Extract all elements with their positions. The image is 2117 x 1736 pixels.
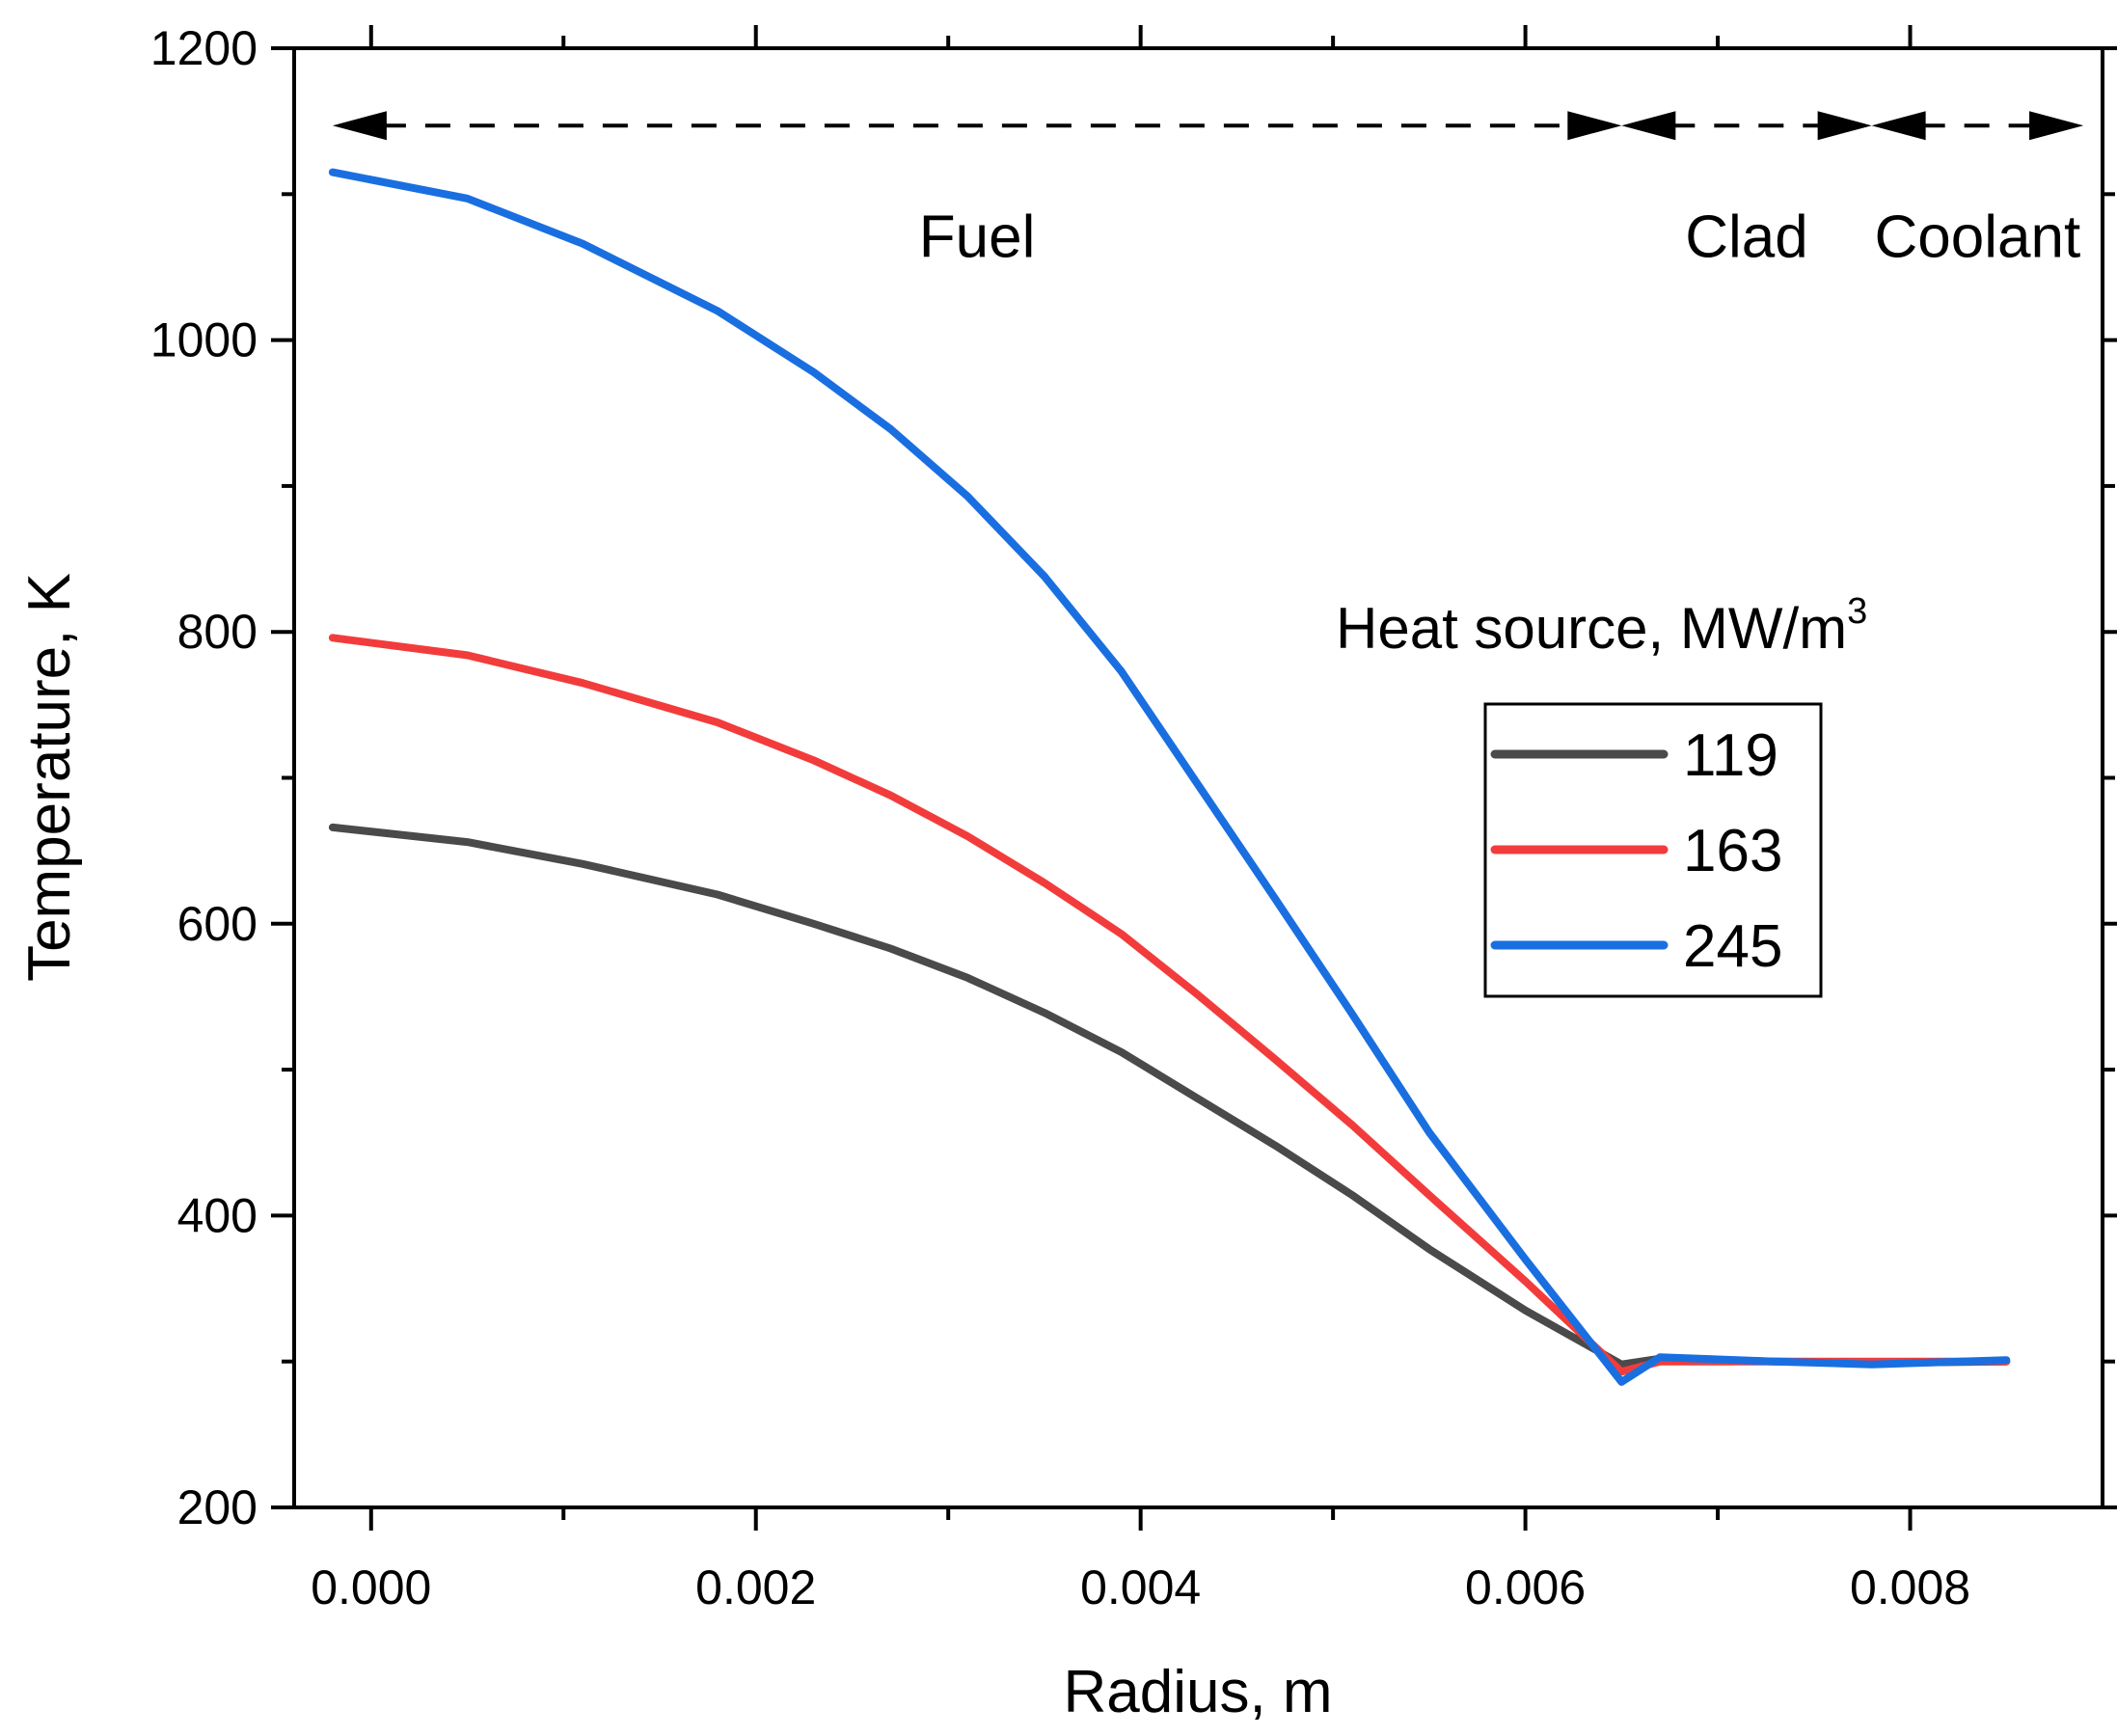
x-axis-title: Radius, m [1063,1659,1332,1725]
x-tick-label-0.006: 0.006 [1465,1560,1586,1614]
x-axis: 0.000 0.002 0.004 0.006 0.008 [311,25,1970,1614]
region-annotations: Fuel Clad Coolant [332,111,2084,270]
y-tick-label-400: 400 [177,1188,258,1242]
legend-label-119: 119 [1683,722,1778,789]
plot-area [292,46,2104,1509]
y-tick-label-1000: 1000 [150,313,258,367]
region-arrowhead-right-clad [1817,111,1872,141]
region-arrowhead-left-coolant [1871,111,1926,141]
y-tick-label-200: 200 [177,1480,258,1534]
region-arrowhead-left-fuel [332,111,387,141]
region-arrowhead-right-coolant [2029,111,2084,141]
plot-frame [292,46,2104,1509]
x-tick-label-0.008: 0.008 [1850,1560,1970,1614]
x-tick-label-0.004: 0.004 [1080,1560,1201,1614]
y-tick-label-1200: 1200 [150,21,258,75]
legend-label-245: 245 [1683,913,1782,980]
legend: Heat source, MW/m3 119 163 245 [1336,591,1867,998]
legend-items: 119 163 245 [1490,722,1782,980]
series-lines [328,168,2011,1386]
region-arrowhead-right-fuel [1567,111,1622,141]
region-label-clad: Clad [1685,203,1808,270]
x-tick-label-0.002: 0.002 [695,1560,816,1614]
y-axis-title: Temperature, K [16,573,83,982]
region-arrowhead-left-clad [1621,111,1676,141]
legend-title-text: Heat source, MW/m [1336,596,1847,661]
y-tick-label-800: 800 [177,605,258,659]
x-tick-label-0.000: 0.000 [311,1560,431,1614]
region-label-fuel: Fuel [919,203,1036,270]
series-line-245 [328,168,2011,1386]
legend-title-superscript: 3 [1847,591,1867,632]
region-label-coolant: Coolant [1874,203,2080,270]
legend-title: Heat source, MW/m3 [1336,591,1867,661]
legend-label-163: 163 [1683,818,1782,884]
y-tick-label-600: 600 [177,897,258,951]
y-axis: 200 400 600 800 1000 1200 [150,21,2117,1534]
